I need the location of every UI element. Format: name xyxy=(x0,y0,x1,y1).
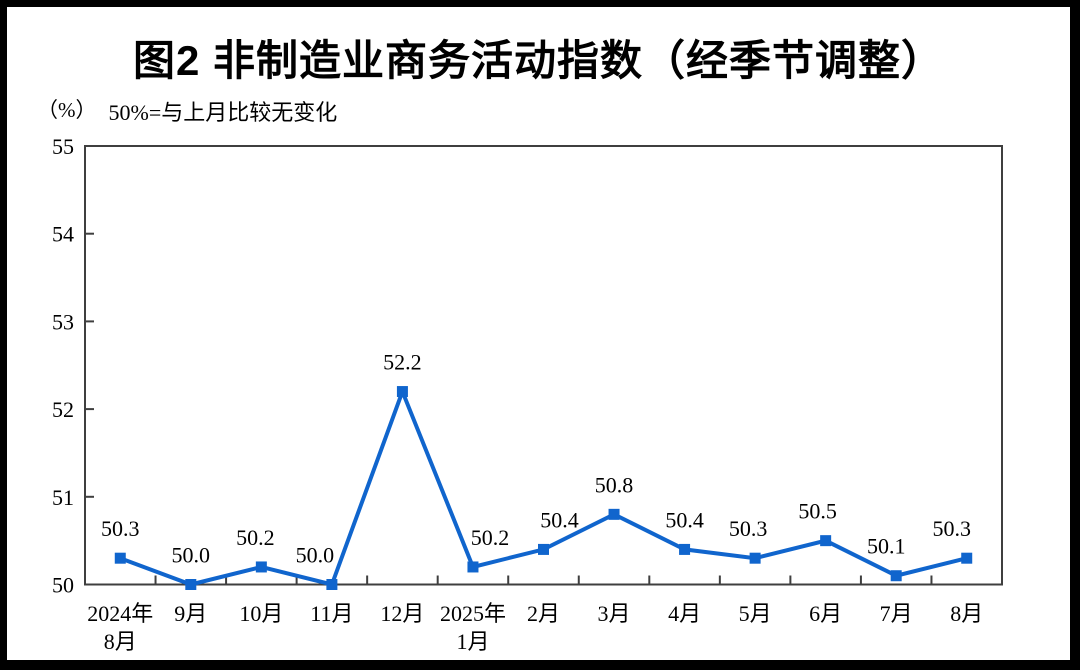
chart-subtitle-row: （%） 50%=与上月比较无变化 xyxy=(37,95,337,127)
x-axis: 2024年 8月 9月 10月 11月 12月 2025年 1月 2月 3月 4月 5月 6月 7月 8月 xyxy=(87,575,983,654)
data-label: 52.2 xyxy=(383,350,422,375)
plot-border xyxy=(84,145,1003,586)
x-tick-label: 5月 xyxy=(739,601,772,626)
data-label: 50.2 xyxy=(471,525,510,550)
x-tick-label: 2月 xyxy=(527,601,560,626)
data-label: 50.3 xyxy=(932,516,971,541)
data-label: 50.3 xyxy=(729,516,768,541)
data-label: 50.0 xyxy=(172,543,211,568)
x-tick-label: 6月 xyxy=(809,601,842,626)
data-label: 50.2 xyxy=(236,525,275,550)
data-point-marker xyxy=(679,543,691,555)
y-tick-label: 50 xyxy=(52,573,74,598)
x-tick-label: 10月 xyxy=(239,601,283,626)
y-tick-label: 52 xyxy=(52,397,74,422)
data-label: 50.3 xyxy=(101,516,140,541)
x-tick-label: 4月 xyxy=(668,601,701,626)
data-point-marker xyxy=(326,579,338,590)
y-tick-label: 55 xyxy=(52,134,74,159)
x-tick-label: 2024年 8月 xyxy=(87,601,153,654)
data-label: 50.0 xyxy=(296,543,335,568)
data-label: 50.4 xyxy=(540,507,579,532)
x-tick-label: 9月 xyxy=(174,601,207,626)
unit-label: （%） xyxy=(37,98,97,122)
chart-title: 图2 非制造业商务活动指数（经季节调整） xyxy=(132,37,945,84)
x-tick-label: 2025年 1月 xyxy=(440,601,506,654)
data-point-marker xyxy=(608,508,620,520)
x-tick-label: 11月 xyxy=(310,601,353,626)
data-label: 50.5 xyxy=(798,499,837,524)
data-point-marker xyxy=(890,570,902,582)
data-point-marker xyxy=(396,386,408,398)
y-tick-label: 53 xyxy=(52,309,74,334)
y-tick-label: 54 xyxy=(52,222,74,247)
y-axis: 50 51 52 53 54 55 xyxy=(52,134,94,598)
x-tick-label: 3月 xyxy=(598,601,631,626)
data-point-marker xyxy=(820,535,832,547)
data-point-marker xyxy=(538,543,549,555)
y-tick-label: 51 xyxy=(52,485,74,510)
data-point-marker xyxy=(749,552,761,564)
data-point-marker xyxy=(114,552,126,564)
series-line xyxy=(119,385,968,587)
data-point-marker xyxy=(961,552,973,564)
data-label: 50.1 xyxy=(867,534,906,559)
data-point-marker xyxy=(255,561,267,573)
data-point-marker xyxy=(185,579,197,590)
baseline-note: 50%=与上月比较无变化 xyxy=(108,100,338,125)
data-label: 50.8 xyxy=(595,472,634,497)
x-tick-label: 8月 xyxy=(950,601,983,626)
x-tick-label: 7月 xyxy=(880,601,913,626)
data-label: 50.4 xyxy=(665,507,704,532)
x-tick-label: 12月 xyxy=(380,601,424,626)
data-point-marker xyxy=(467,561,479,573)
